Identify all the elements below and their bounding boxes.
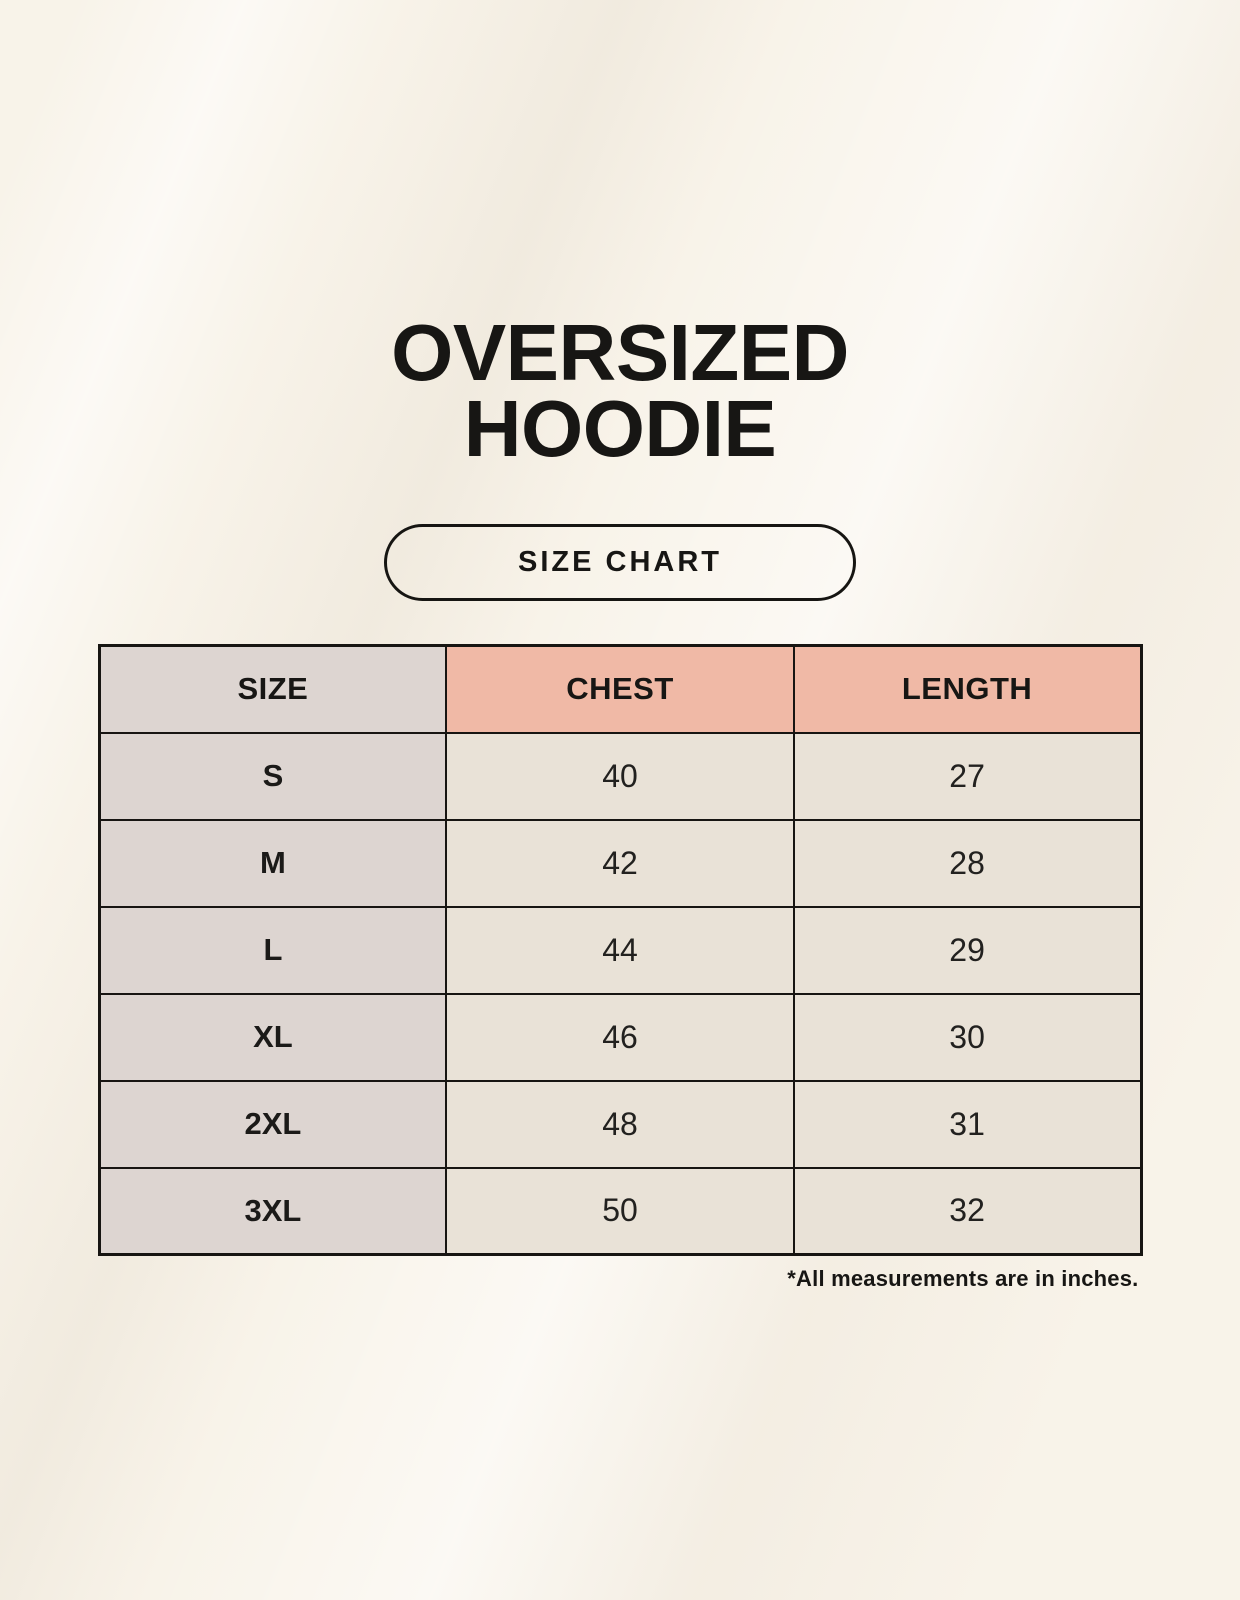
column-header-chest: CHEST: [445, 644, 795, 734]
size-label: 3XL: [97, 1166, 448, 1256]
page-title-line-1: OVERSIZED: [391, 308, 849, 397]
chest-value: 48: [445, 1079, 795, 1169]
table-header-row: SIZE CHEST LENGTH: [97, 644, 1143, 734]
size-label: 2XL: [97, 1079, 448, 1169]
chest-value: 46: [445, 992, 795, 1082]
chest-value: 40: [445, 731, 795, 821]
size-label: M: [97, 818, 448, 908]
measurements-footnote: *All measurements are in inches.: [787, 1266, 1139, 1291]
page-title: OVERSIZED HOODIE: [0, 313, 1240, 469]
size-chart-button[interactable]: SIZE CHART: [384, 524, 856, 601]
size-table: SIZE CHEST LENGTH S 40 27 M 42 28 L 44 2…: [97, 644, 1143, 1256]
length-value: 28: [792, 818, 1143, 908]
table-row: L 44 29: [97, 905, 1143, 995]
length-value: 31: [792, 1079, 1143, 1169]
size-label: L: [97, 905, 448, 995]
table-row: XL 46 30: [97, 992, 1143, 1082]
length-value: 29: [792, 905, 1143, 995]
length-value: 27: [792, 731, 1143, 821]
length-value: 30: [792, 992, 1143, 1082]
chest-value: 44: [445, 905, 795, 995]
table-row: 2XL 48 31: [97, 1079, 1143, 1169]
size-label: S: [97, 731, 448, 821]
column-header-length: LENGTH: [792, 644, 1143, 734]
column-header-size: SIZE: [97, 644, 448, 734]
table-row: S 40 27: [97, 731, 1143, 821]
table-row: 3XL 50 32: [97, 1166, 1143, 1256]
chest-value: 42: [445, 818, 795, 908]
size-label: XL: [97, 992, 448, 1082]
table-row: M 42 28: [97, 818, 1143, 908]
chest-value: 50: [445, 1166, 795, 1256]
length-value: 32: [792, 1166, 1143, 1256]
page-title-line-2: HOODIE: [463, 384, 777, 473]
